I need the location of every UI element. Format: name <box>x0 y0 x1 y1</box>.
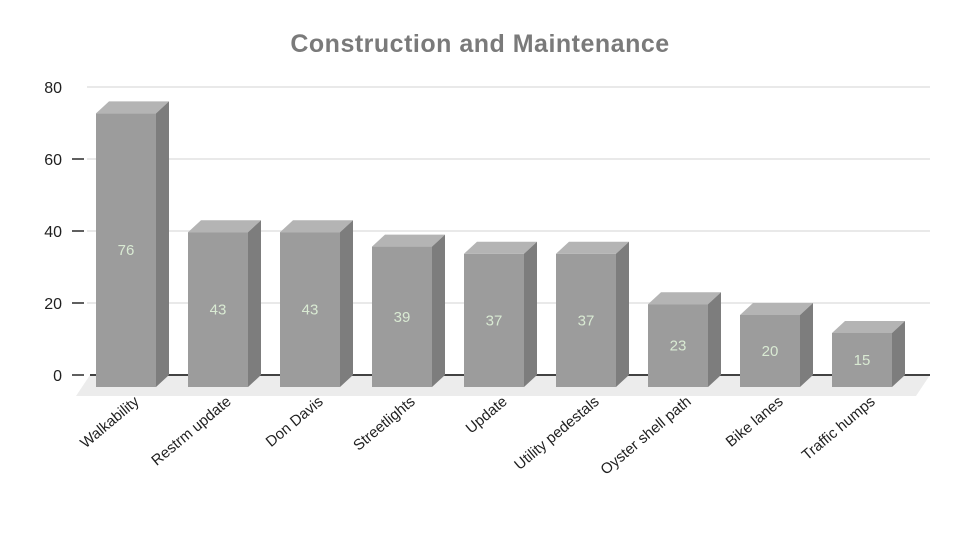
x-axis-category-label: Utility pedestals <box>511 393 602 474</box>
bar-side-face <box>800 303 813 387</box>
bar-front-face <box>556 253 616 387</box>
bar-front-face <box>188 232 248 387</box>
bar-side-face <box>892 321 905 387</box>
bar-value-label: 39 <box>394 309 411 326</box>
x-axis-category-label: Walkability <box>77 393 143 452</box>
bar-side-face <box>432 234 445 387</box>
bar-top-face <box>648 292 721 305</box>
bar-front-face <box>740 315 800 387</box>
y-axis-tick-label: 80 <box>44 80 62 97</box>
bar-side-face <box>708 292 721 387</box>
y-axis-tick-label: 20 <box>44 296 62 313</box>
y-axis-tick-label: 0 <box>53 368 62 385</box>
bar-don-davis: 43 <box>280 220 353 387</box>
bar-front-face <box>464 253 524 387</box>
bar-top-face <box>740 303 813 315</box>
bar-top-face <box>464 241 537 254</box>
bar-front-face <box>648 304 708 387</box>
bar-utility-pedestals: 37 <box>556 241 629 387</box>
bar-oyster-shell-path: 23 <box>648 292 721 387</box>
bar-value-label: 37 <box>578 312 595 329</box>
bar-top-face <box>556 241 629 254</box>
bar-side-face <box>524 241 537 387</box>
bar-side-face <box>248 220 261 387</box>
bar-side-face <box>340 220 353 387</box>
bar-streetlights: 39 <box>372 234 445 387</box>
x-axis-category-label: Don Davis <box>263 393 327 451</box>
x-axis-category-label: Traffic humps <box>799 393 879 464</box>
x-axis-category-label: Update <box>463 393 511 437</box>
x-axis-category-label: Oyster shell path <box>597 393 694 478</box>
bar-update: 37 <box>464 241 537 387</box>
bar-top-face <box>832 321 905 333</box>
bar-restrm-update: 43 <box>188 220 261 387</box>
bar-top-face <box>96 101 169 114</box>
bar-top-face <box>280 220 353 233</box>
bar-value-label: 20 <box>762 343 779 360</box>
bar-side-face <box>156 101 169 388</box>
bar-bike-lanes: 20 <box>740 303 813 387</box>
bar-value-label: 43 <box>302 302 319 319</box>
bar-walkability: 76 <box>96 101 169 388</box>
bar-value-label: 23 <box>670 338 687 355</box>
x-axis-category-label: Restrm update <box>148 393 234 469</box>
bar-side-face <box>616 241 629 387</box>
bar-value-label: 76 <box>118 242 135 259</box>
y-axis-tick-label: 40 <box>44 224 62 241</box>
chart-title: Construction and Maintenance <box>290 30 670 58</box>
bar-front-face <box>372 246 432 387</box>
bar-value-label: 37 <box>486 312 503 329</box>
bar-top-face <box>188 220 261 233</box>
bar-traffic-humps: 15 <box>832 321 905 387</box>
x-axis-category-label: Bike lanes <box>723 393 787 451</box>
bar-front-face <box>280 232 340 387</box>
y-axis-tick-label: 60 <box>44 152 62 169</box>
bar-value-label: 43 <box>210 302 227 319</box>
bar-value-label: 15 <box>854 352 871 369</box>
x-axis-category-label: Streetlights <box>350 393 418 454</box>
bar-front-face <box>832 333 892 387</box>
bar-top-face <box>372 234 445 247</box>
bar-front-face <box>96 113 156 388</box>
